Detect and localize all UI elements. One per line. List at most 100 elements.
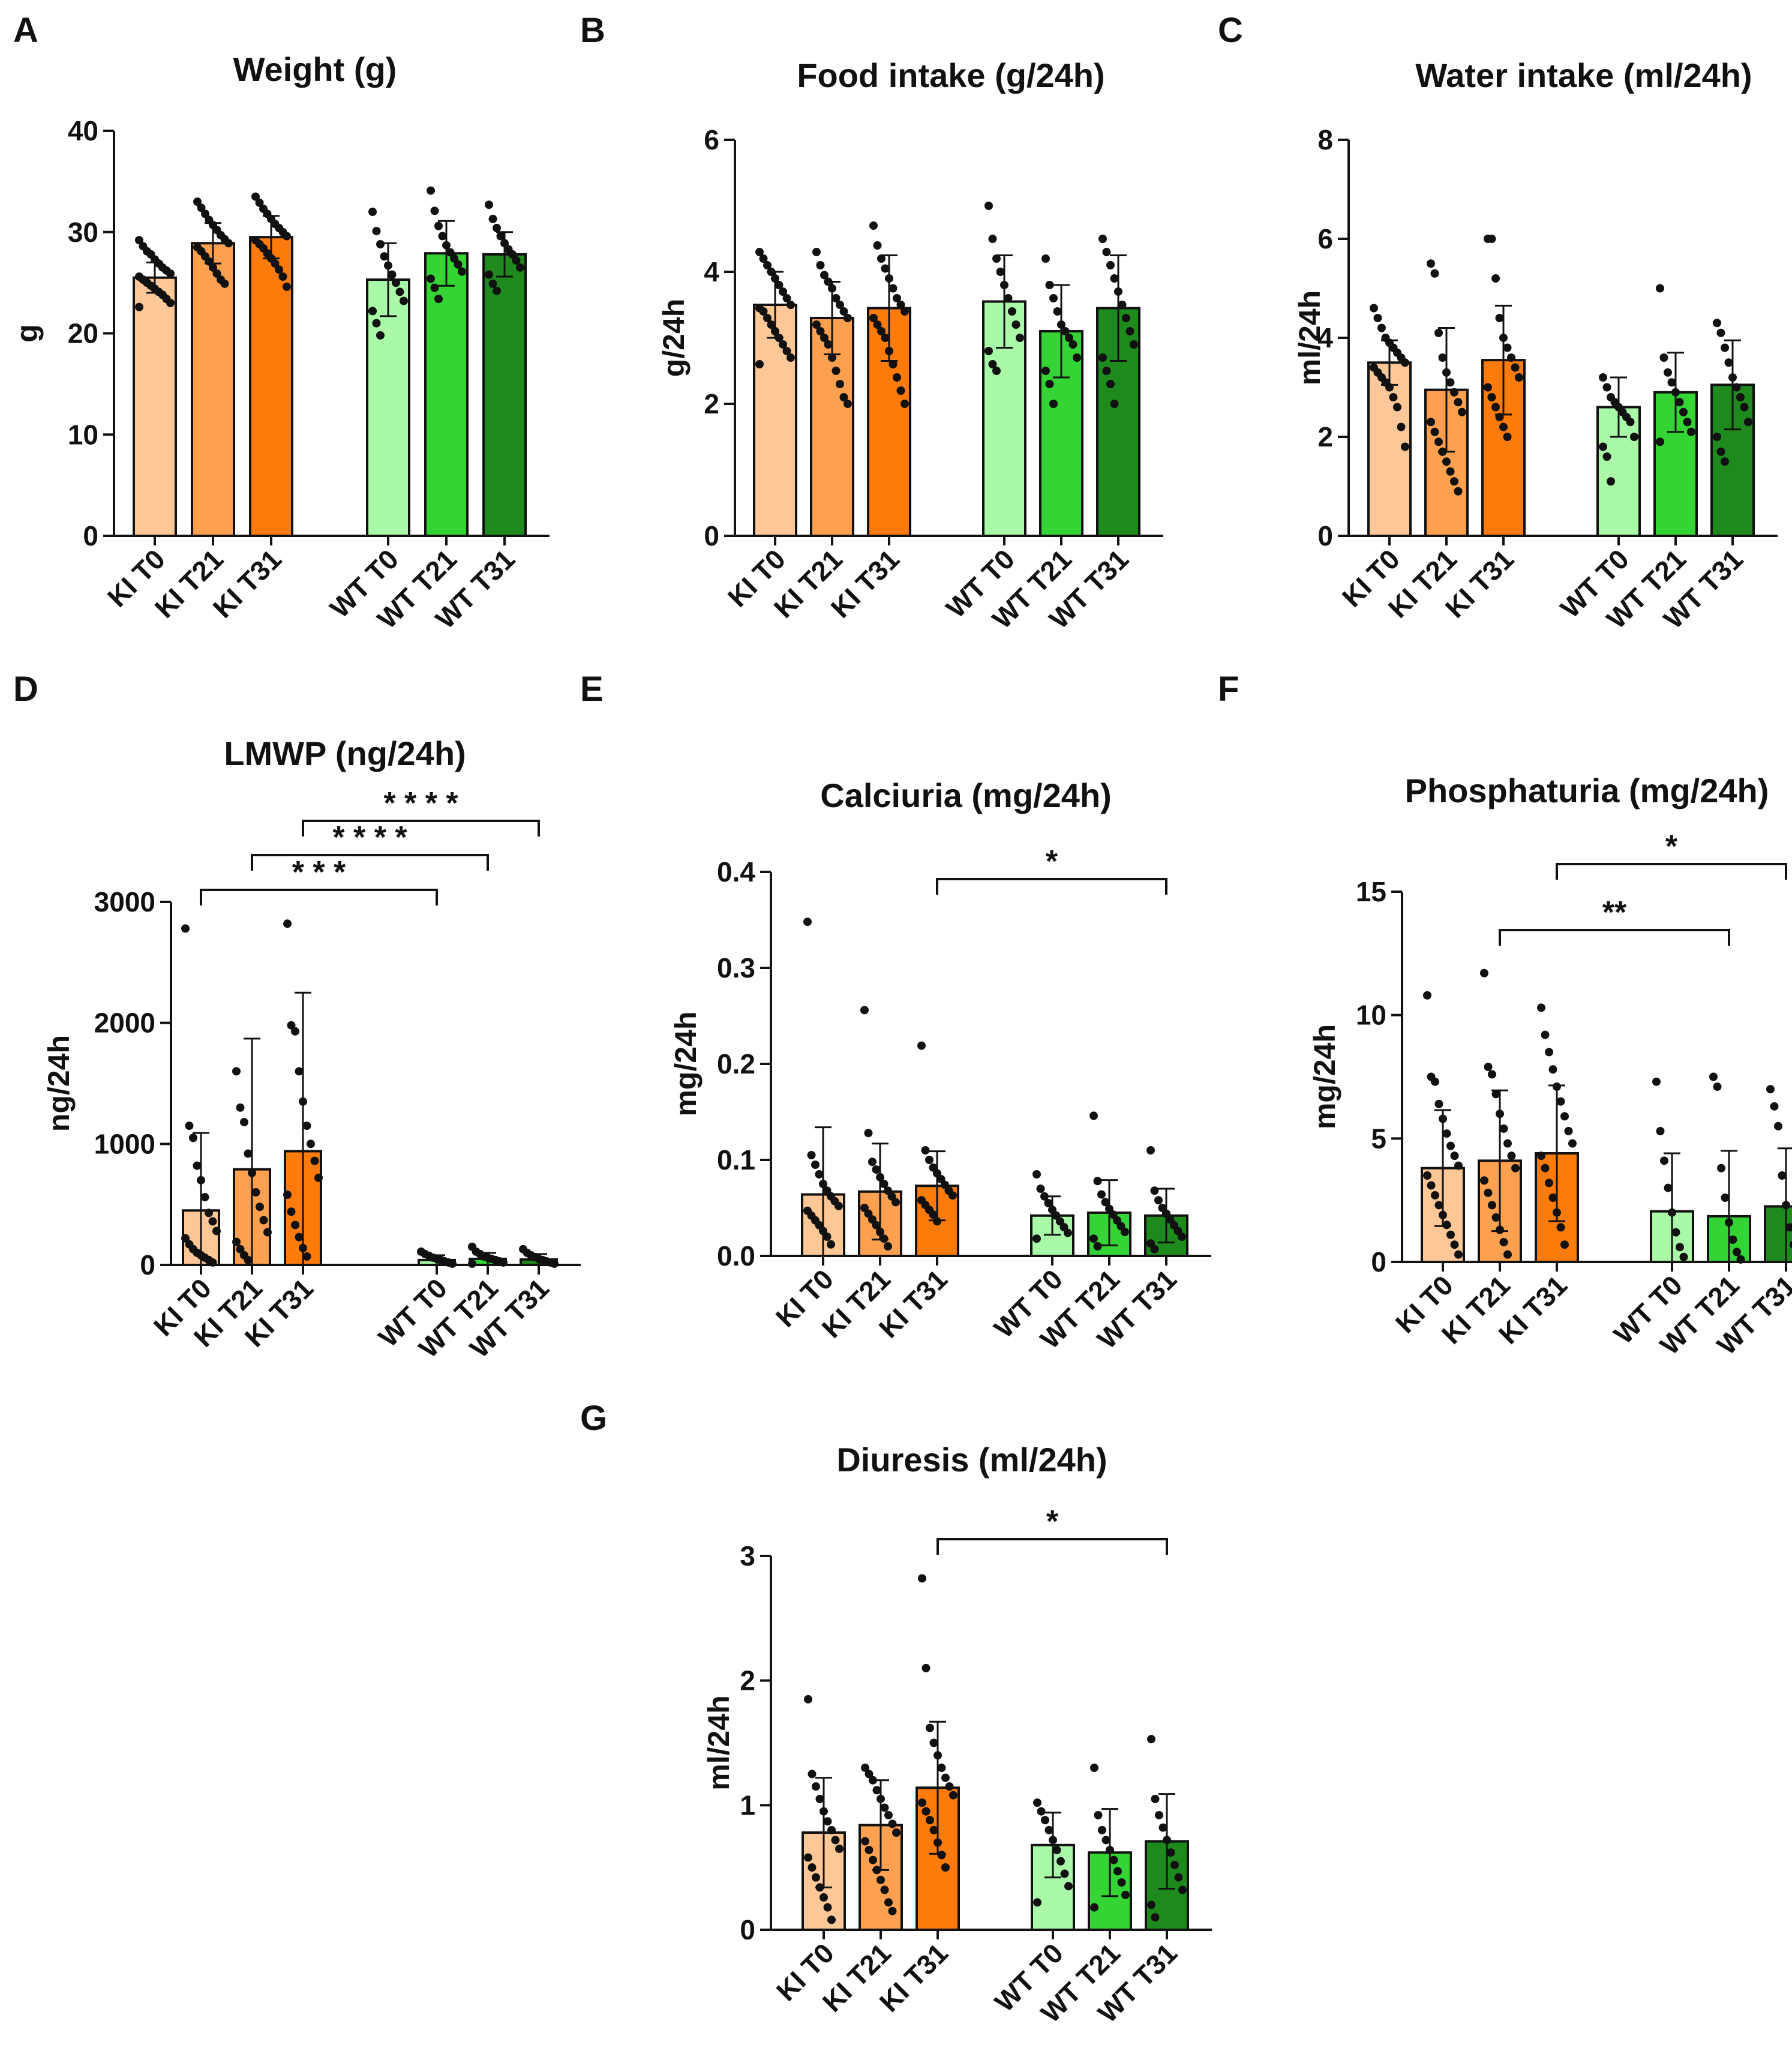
y-tick-label: 2 [704, 388, 719, 419]
data-point [1668, 1208, 1676, 1217]
y-axis-label: mg/24h [1308, 1024, 1341, 1129]
data-point [438, 232, 447, 241]
data-point [945, 1782, 954, 1791]
data-point [493, 224, 501, 232]
data-point [868, 1158, 877, 1167]
data-point [1454, 1161, 1463, 1170]
significance-label: * [1046, 844, 1058, 879]
data-point [1117, 1878, 1126, 1887]
data-point [295, 1233, 304, 1242]
data-point [992, 254, 1001, 263]
data-point [1397, 422, 1406, 431]
bar [133, 276, 177, 537]
significance-label: * [1665, 829, 1678, 864]
data-point [1556, 1223, 1565, 1232]
y-tick-label: 30 [68, 217, 98, 248]
y-axis-label: g [10, 324, 44, 343]
data-point [812, 248, 821, 256]
data-point [941, 1773, 950, 1782]
data-point [896, 301, 905, 309]
panel-letter: G [580, 1399, 607, 1438]
data-point [1090, 1764, 1098, 1773]
data-point [1656, 1126, 1665, 1135]
data-point [1033, 1798, 1041, 1807]
data-point [832, 294, 841, 302]
data-point [1032, 1234, 1041, 1243]
data-point [224, 239, 233, 248]
data-point [771, 274, 779, 283]
y-tick-label: 1000 [94, 1128, 155, 1159]
y-tick-label: 4 [704, 256, 719, 287]
bar [424, 252, 469, 537]
y-tick-label: 0 [83, 520, 98, 551]
data-point [197, 1176, 205, 1185]
data-point [1545, 1048, 1553, 1057]
data-point [1630, 433, 1638, 441]
data-point [759, 254, 768, 263]
data-point [1454, 487, 1463, 496]
data-point [166, 269, 175, 278]
data-point [1049, 400, 1058, 408]
data-point [1166, 1848, 1175, 1857]
data-point [1664, 368, 1672, 377]
data-point [314, 1173, 323, 1182]
data-point [166, 298, 175, 307]
data-point [248, 1168, 256, 1177]
data-point [1163, 1836, 1171, 1845]
data-point [803, 917, 812, 926]
data-point [1548, 1065, 1557, 1074]
data-point [1151, 1913, 1160, 1922]
data-point [1556, 1097, 1565, 1106]
data-point [1709, 1072, 1718, 1081]
data-point [302, 1122, 311, 1131]
y-axis-label: ml/24h [702, 1695, 736, 1790]
data-point [1728, 1235, 1737, 1244]
y-tick-label: 10 [1356, 1000, 1386, 1031]
data-point [1675, 398, 1684, 407]
data-point [1109, 1855, 1118, 1864]
data-point [1155, 1810, 1163, 1819]
data-point [259, 1216, 268, 1225]
data-point [1101, 1198, 1110, 1207]
data-point [1713, 1082, 1722, 1091]
data-point [893, 294, 901, 302]
data-point [949, 1791, 957, 1800]
data-point [823, 1817, 832, 1826]
data-point [815, 1170, 824, 1179]
data-point [872, 1866, 881, 1875]
data-point [1450, 1152, 1459, 1161]
data-point [1480, 968, 1488, 977]
data-point [881, 334, 890, 342]
data-point [1496, 1225, 1504, 1234]
data-point [240, 1118, 248, 1127]
data-point [232, 1237, 241, 1246]
data-point [1679, 1252, 1688, 1261]
data-point [1721, 457, 1729, 466]
data-point [937, 1851, 946, 1860]
data-point [1491, 1090, 1500, 1099]
data-point [1499, 334, 1508, 342]
y-axis-label: ml/24h [1293, 290, 1326, 385]
data-point [1098, 353, 1107, 362]
data-point [368, 208, 377, 216]
data-point [1423, 991, 1431, 1000]
data-point [1098, 235, 1107, 243]
data-point [884, 1898, 893, 1907]
data-point [1434, 1201, 1443, 1210]
data-point [1713, 319, 1721, 328]
data-point [839, 393, 848, 401]
y-tick-label: 0 [1317, 520, 1333, 551]
data-point [828, 353, 836, 362]
data-point [1098, 1825, 1106, 1834]
data-point [1118, 301, 1127, 309]
data-point [372, 319, 381, 328]
data-point [877, 327, 886, 335]
data-point [1602, 383, 1611, 392]
data-point [1503, 1250, 1512, 1259]
data-point [485, 200, 493, 209]
significance-label: ** [1602, 895, 1627, 930]
data-point [209, 263, 217, 272]
